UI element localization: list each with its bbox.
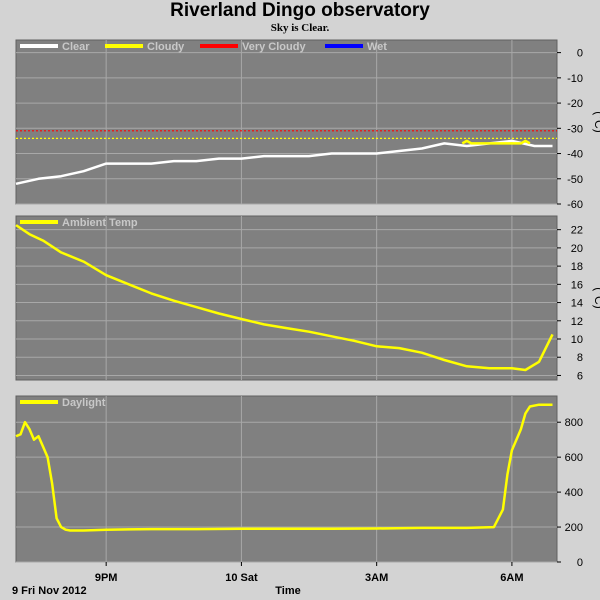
daylight-ytick-label: 0 [577,557,583,569]
sky-temperature-legend-label: Very Cloudy [242,41,306,53]
daylight-ytick-label: 800 [565,417,583,429]
ambient-temperature-ytick-label: 18 [571,261,583,273]
ambient-temperature-ytick-label: 10 [571,334,583,346]
sky-temperature-ytick-label: -50 [567,174,583,186]
ambient-temperature-ytick-label: 6 [577,370,583,382]
sky-temperature-series-cloudy [461,139,531,145]
page-title: Riverland Dingo observatory [170,0,430,21]
x-axis-title: Time [275,585,300,597]
ambient-temperature-ytick-label: 16 [571,279,583,291]
sky-temperature-legend-label: Wet [367,41,387,53]
daylight-series-daylight [15,403,553,532]
x-tick-label: 6AM [500,572,523,584]
sky-temperature-ytick-label: -20 [567,98,583,110]
x-axis-date-label: 9 Fri Nov 2012 [12,585,87,597]
x-tick-label: 3AM [365,572,388,584]
sky-status-subtitle: Sky is Clear. [270,22,330,34]
ambient-temperature-ytick-label: 22 [571,225,583,237]
sky-temperature-ytick-label: -30 [567,123,583,135]
sky-temperature-legend-label: Clear [62,41,90,53]
daylight-legend-label: Daylight [62,397,106,409]
ambient-temperature-series-ambient-temp [15,224,554,372]
ambient-temperature-unit-label: (°C) [592,287,600,308]
ambient-temperature-ytick-label: 20 [571,243,583,255]
sky-temperature-ytick-label: -40 [567,149,583,161]
sky-temperature-ytick-label: -60 [567,199,583,211]
ambient-temperature-plot-area [15,215,558,381]
sky-temperature-ytick-label: 0 [577,48,583,60]
daylight-ytick-label: 400 [565,487,583,499]
ambient-temperature-ytick-label: 14 [571,298,583,310]
ambient-temperature-legend-label: Ambient Temp [62,217,138,229]
ambient-temperature-ytick-label: 8 [577,352,583,364]
sky-temperature-series-clear [15,139,553,186]
ambient-temperature-ytick-label: 12 [571,316,583,328]
daylight-ytick-label: 200 [565,522,583,534]
sky-temperature-legend-label: Cloudy [147,41,185,53]
x-tick-label: 9PM [95,572,118,584]
sky-temperature-unit-label: (°C) [592,111,600,132]
daylight-plot-area [15,395,558,563]
x-tick-label: 10 Sat [225,572,258,584]
sky-temperature-ytick-label: -10 [567,73,583,85]
sky-temperature-plot-area [15,39,558,205]
daylight-ytick-label: 600 [565,452,583,464]
